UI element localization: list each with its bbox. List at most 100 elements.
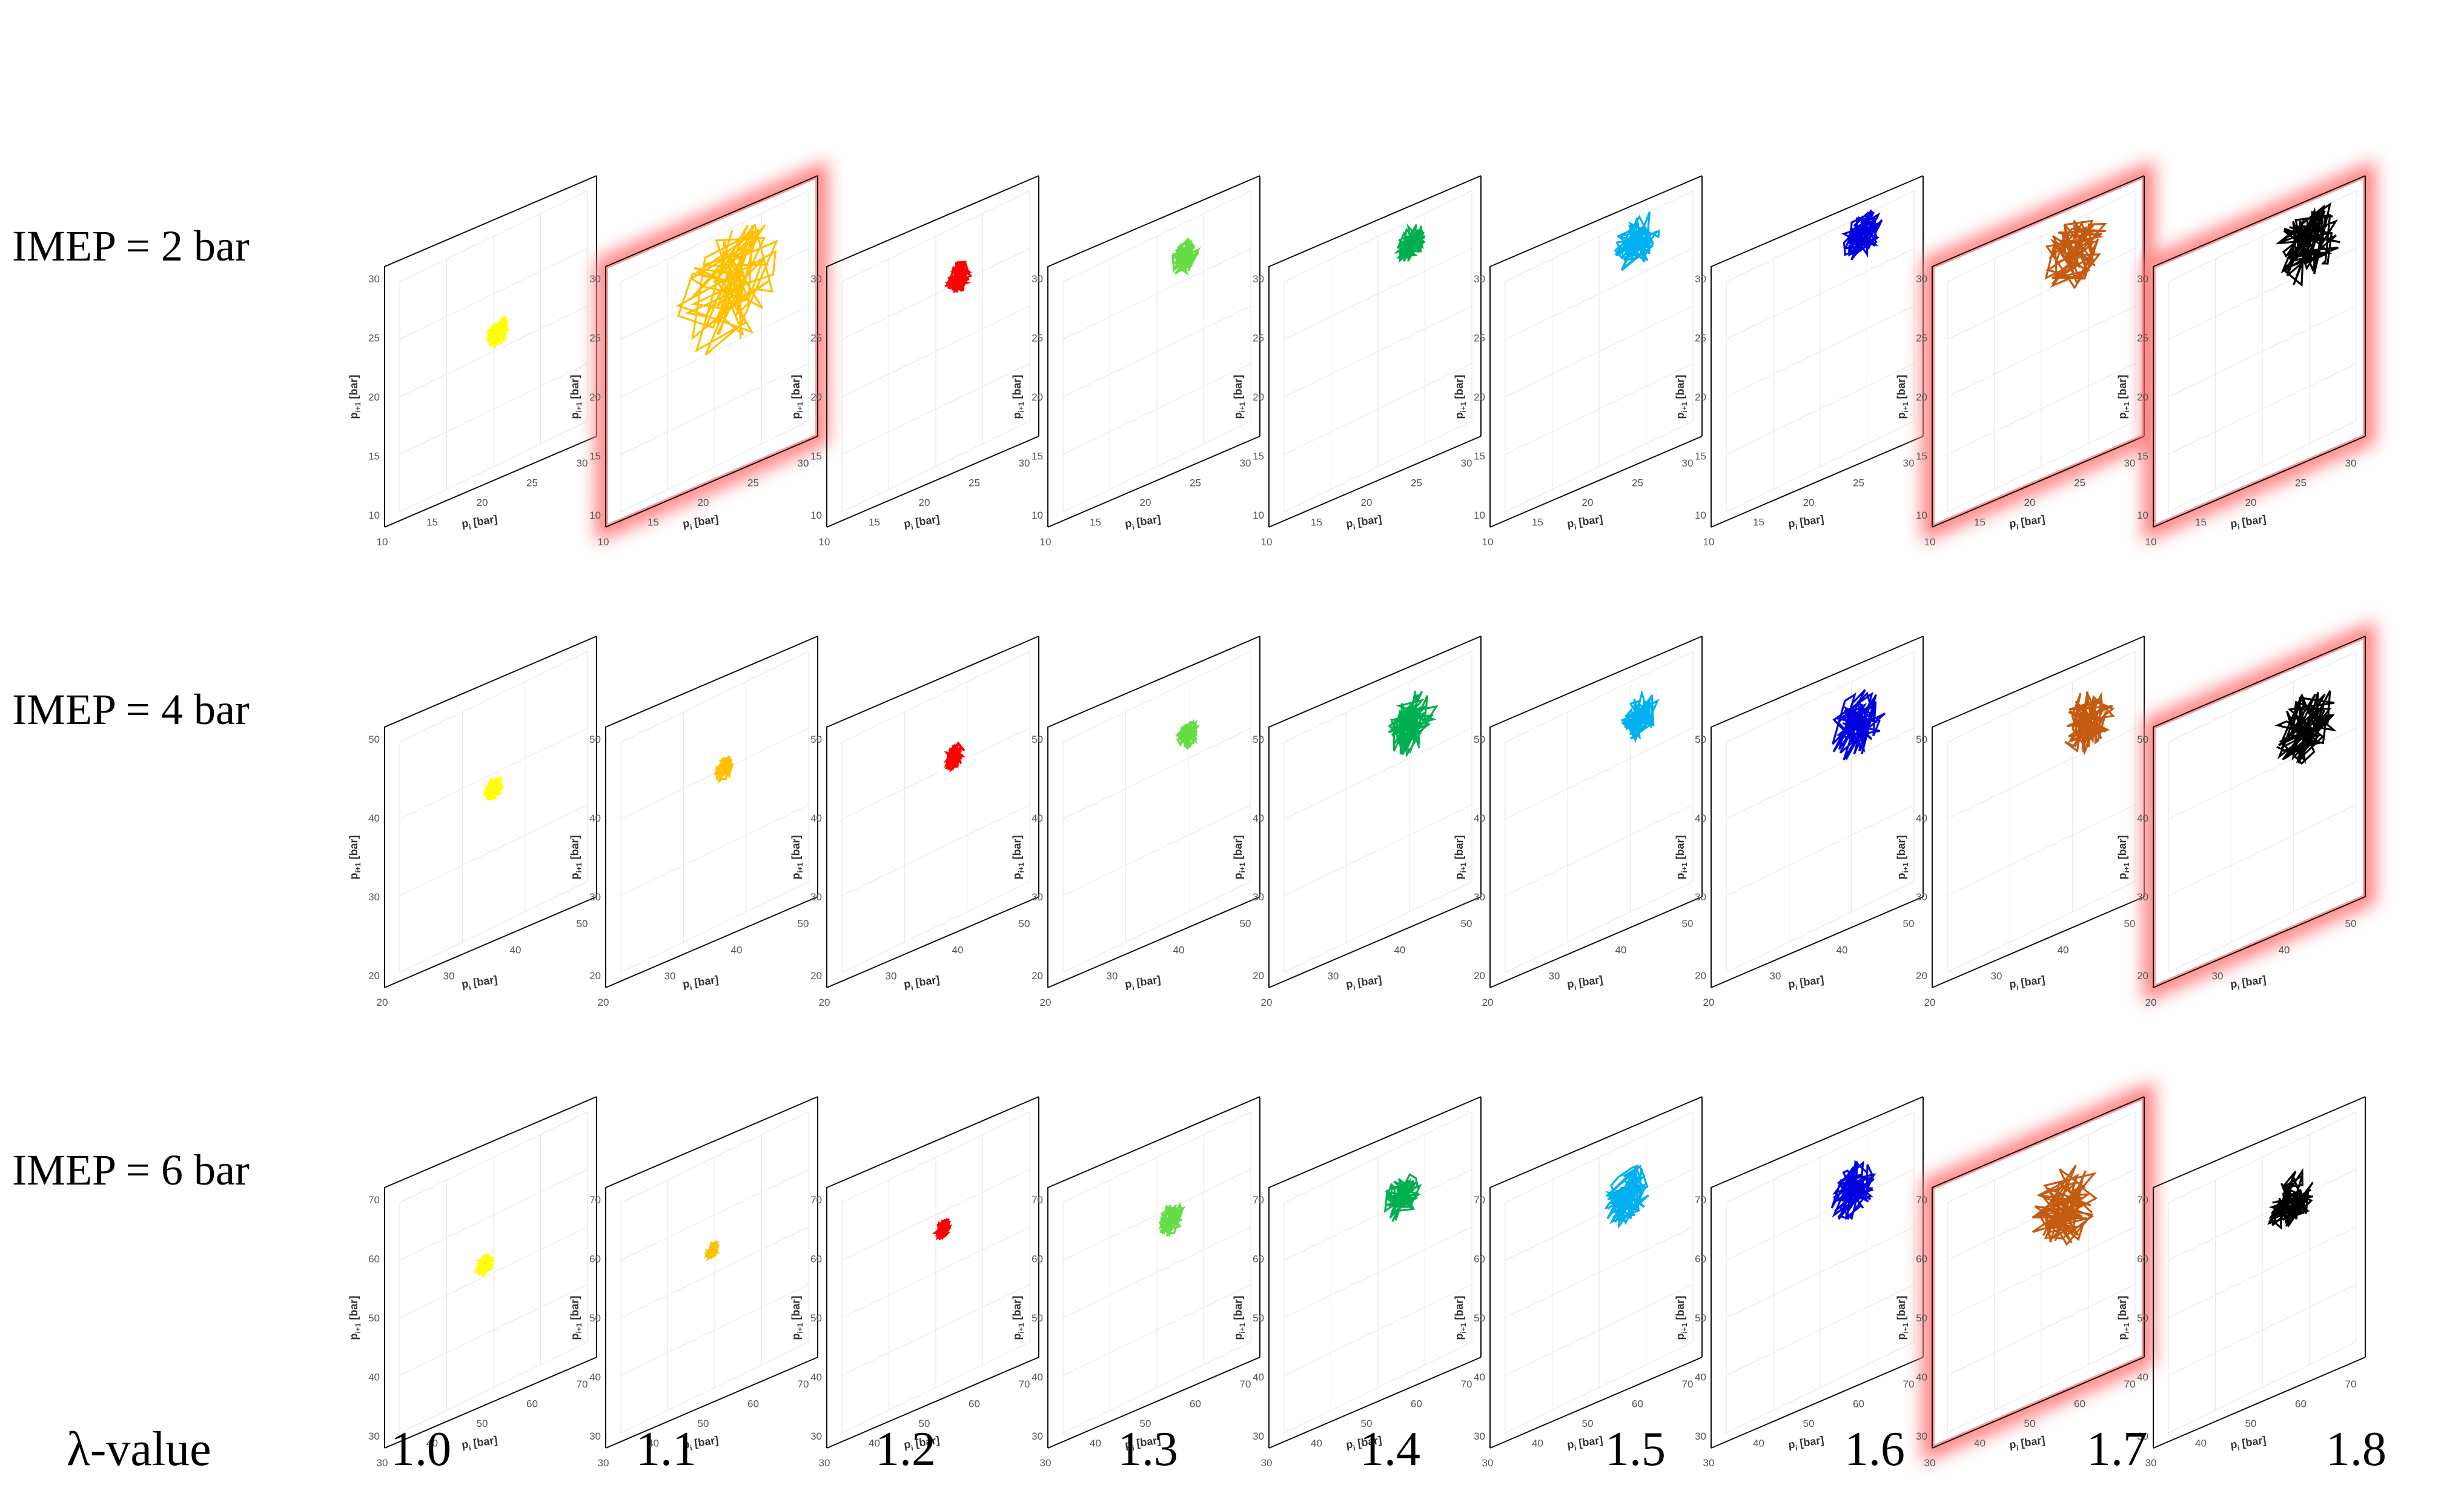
x-axis-label-var: p: [1345, 517, 1354, 530]
x-axis-label-var: p: [2230, 517, 2238, 530]
x-axis-label-sub: i: [910, 983, 913, 992]
y-axis-label: pi+1 [bar]: [1674, 835, 1689, 879]
y-tick-label: 40: [810, 1372, 822, 1383]
x-tick-label: 30: [819, 1457, 830, 1469]
x-tick-label: 20: [1361, 497, 1373, 508]
gridline: [399, 804, 588, 896]
axis-frame: [1932, 175, 2145, 527]
axis-frame: [1932, 1096, 2145, 1448]
y-tick-label: 25: [368, 333, 380, 344]
y-tick-label: 10: [1253, 510, 1264, 521]
axis-frame: [1932, 436, 2145, 528]
x-tick-label: 15: [1974, 517, 1985, 528]
y-axis-label-sub: i+1: [575, 402, 583, 412]
y-tick-label: 20: [1474, 391, 1485, 403]
x-axis-label-var: p: [2230, 1438, 2238, 1451]
y-axis-label-unit: [bar]: [1895, 374, 1907, 402]
x-axis-label-sub: i: [910, 1444, 913, 1452]
return-map-series-lambda-1_3: [1157, 1202, 1186, 1237]
x-tick-label: 40: [1836, 944, 1848, 956]
x-tick-label: 20: [2245, 497, 2257, 508]
y-tick-label: 15: [2137, 451, 2148, 462]
y-axis-label-var: p: [1674, 1334, 1686, 1340]
axis-frame: [1932, 1357, 2145, 1449]
x-tick-label: 40: [1974, 1438, 1985, 1449]
axis-frame: [384, 436, 597, 528]
x-tick-label: 50: [2124, 918, 2136, 929]
x-axis-label: pi [bar]: [682, 513, 720, 533]
gridline: [1505, 651, 1694, 743]
y-axis-label-var: p: [1895, 1334, 1907, 1340]
y-tick-label: 40: [1916, 813, 1927, 824]
y-axis-label-var: p: [1895, 873, 1907, 880]
y-axis-label-sub: i+1: [1017, 402, 1025, 412]
x-axis-label-sub: i: [2016, 1444, 2019, 1452]
y-axis-label-var: p: [1895, 413, 1907, 419]
axis-frame: [1932, 896, 2145, 988]
x-tick-label: 30: [1019, 457, 1030, 469]
y-axis-label: pi+1 [bar]: [348, 374, 362, 419]
y-axis-label-unit: [bar]: [2116, 835, 2128, 862]
y-axis-label-unit: [bar]: [1232, 1295, 1244, 1323]
y-axis-label-sub: i+1: [354, 862, 362, 872]
gridline: [2168, 651, 2357, 743]
y-tick-label: 25: [1695, 333, 1706, 344]
y-tick-label: 30: [2137, 273, 2148, 285]
lambda-tick-label: 1.5: [1605, 1423, 1666, 1476]
x-tick-label: 30: [1040, 1457, 1052, 1469]
x-tick-label: 50: [2024, 1418, 2036, 1429]
x-tick-label: 50: [477, 1418, 488, 1429]
x-tick-label: 30: [1261, 1457, 1273, 1469]
x-tick-label: 40: [2195, 1438, 2207, 1449]
return-map-series-lambda-1_0: [482, 777, 504, 801]
y-tick-label: 10: [1916, 510, 1927, 521]
x-axis-label: pi [bar]: [903, 513, 941, 533]
y-tick-label: 20: [368, 391, 380, 403]
y-tick-label: 40: [589, 813, 601, 824]
gridline: [1505, 881, 1694, 973]
y-tick-label: 60: [1032, 1254, 1043, 1265]
gridline: [1726, 651, 1915, 743]
x-axis-label-unit: [bar]: [1575, 1434, 1603, 1450]
x-tick-label: 50: [1461, 918, 1472, 929]
y-tick-label: 20: [1253, 391, 1264, 403]
y-tick-label: 50: [1916, 1312, 1927, 1324]
axis-frame: [2153, 436, 2366, 528]
x-axis-label-sub: i: [1574, 523, 1577, 531]
x-tick-label: 20: [1582, 497, 1594, 508]
x-tick-label: 30: [1240, 457, 1251, 469]
x-tick-label: 60: [1190, 1398, 1201, 1410]
y-axis-label-var: p: [1232, 413, 1244, 419]
x-tick-label: 50: [698, 1418, 709, 1429]
x-tick-label: 10: [598, 536, 609, 548]
y-tick-label: 40: [810, 813, 822, 824]
x-axis-label-var: p: [461, 517, 469, 530]
x-axis-label-unit: [bar]: [2017, 513, 2045, 529]
gridline: [1062, 728, 1251, 820]
x-axis-label-var: p: [2230, 977, 2238, 990]
y-tick-label: 50: [1695, 1312, 1706, 1324]
y-tick-label: 30: [2137, 891, 2148, 903]
x-tick-label: 60: [1411, 1398, 1422, 1410]
y-axis-label-var: p: [790, 413, 802, 419]
return-map-series-lambda-1_7: [2032, 1165, 2098, 1246]
y-tick-label: 30: [1032, 891, 1043, 903]
y-tick-label: 70: [2137, 1194, 2148, 1206]
y-axis-label: pi+1 [bar]: [1674, 374, 1689, 419]
x-axis-label-var: p: [1124, 977, 1133, 990]
y-axis-label: pi+1 [bar]: [569, 835, 583, 879]
axis-frame: [1711, 896, 1924, 988]
y-axis-label-unit: [bar]: [569, 835, 581, 862]
y-axis-label-var: p: [348, 413, 360, 419]
axis-frame: [1047, 175, 1260, 527]
x-tick-label: 20: [2145, 997, 2157, 1008]
x-tick-label: 10: [377, 536, 388, 548]
x-tick-label: 40: [1615, 944, 1627, 956]
y-axis-label: pi+1 [bar]: [348, 835, 362, 879]
axis-frame: [2153, 1096, 2366, 1448]
